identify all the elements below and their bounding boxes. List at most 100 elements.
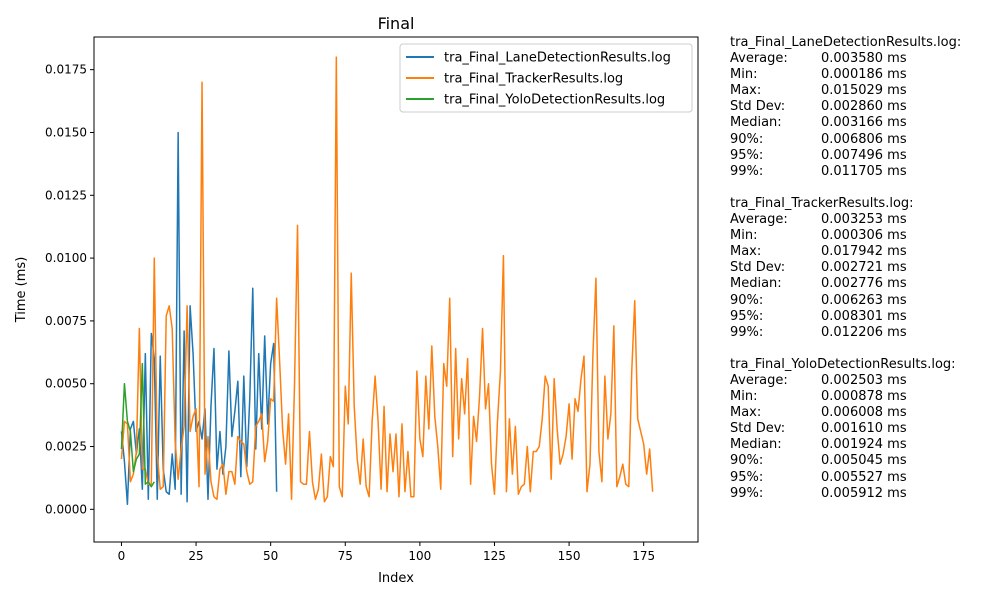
stats-header: tra_Final_TrackerResults.log: (730, 195, 914, 211)
x-tick-label: 25 (188, 549, 203, 563)
stat-label: Std Dev: (730, 421, 786, 437)
stats-block-tracker: tra_Final_TrackerResults.log: Average: 0.… (730, 196, 961, 341)
stat-label: Max: (730, 405, 762, 421)
stat-row: 90%: 0.005045 ms (730, 453, 961, 469)
stat-label: Min: (730, 67, 758, 83)
y-tick-label: 0.0075 (45, 314, 87, 328)
stat-label: Average: (730, 51, 788, 67)
stat-value: 0.008301 ms (821, 308, 907, 324)
x-tick-label: 125 (483, 549, 506, 563)
stat-value: 0.002860 ms (821, 99, 907, 115)
stat-value: 0.015029 ms (821, 83, 907, 99)
stat-value: 0.001924 ms (821, 437, 907, 453)
stat-row: Std Dev: 0.002721 ms (730, 260, 961, 276)
stat-row: Min: 0.000186 ms (730, 67, 961, 83)
stat-label: Median: (730, 276, 782, 292)
stat-row: Max: 0.017942 ms (730, 244, 961, 260)
y-tick-label: 0.0000 (45, 502, 87, 516)
stat-label: 95%: (730, 308, 764, 324)
legend-label: tra_Final_LaneDetectionResults.log (444, 51, 671, 66)
stat-label: 99%: (730, 324, 764, 340)
stat-value: 0.003580 ms (821, 51, 907, 67)
stat-row: 95%: 0.008301 ms (730, 309, 961, 325)
stat-value: 0.002503 ms (821, 372, 907, 388)
stat-value: 0.003166 ms (821, 115, 907, 131)
stat-row: Min: 0.000306 ms (730, 228, 961, 244)
y-tick-label: 0.0150 (45, 125, 87, 139)
y-tick-label: 0.0100 (45, 251, 87, 265)
stat-row: Median: 0.002776 ms (730, 276, 961, 292)
stat-row: 99%: 0.012206 ms (730, 325, 961, 341)
plot-frame (93, 36, 699, 543)
stat-row: 95%: 0.007496 ms (730, 148, 961, 164)
stat-label: 95%: (730, 147, 764, 163)
stat-value: 0.006008 ms (821, 405, 907, 421)
stat-value: 0.000186 ms (821, 67, 907, 83)
stat-label: Max: (730, 244, 762, 260)
stat-value: 0.003253 ms (821, 212, 907, 228)
legend-box (399, 43, 693, 113)
x-tick-label: 100 (408, 549, 431, 563)
stat-label: Std Dev: (730, 260, 786, 276)
x-tick-label: 150 (558, 549, 581, 563)
stats-header: tra_Final_LaneDetectionResults.log: (730, 35, 962, 50)
x-tick-label: 75 (338, 549, 353, 563)
stat-value: 0.011705 ms (821, 163, 907, 179)
stat-row: Median: 0.001924 ms (730, 437, 961, 453)
stat-label: 99%: (730, 485, 764, 501)
stat-row: 95%: 0.005527 ms (730, 470, 961, 486)
stat-row: Std Dev: 0.001610 ms (730, 421, 961, 437)
stat-value: 0.006806 ms (821, 131, 907, 147)
chart-title: Final (378, 14, 415, 33)
y-tick-label: 0.0125 (45, 188, 87, 202)
stat-label: Average: (730, 212, 788, 228)
legend-label: tra_Final_YoloDetectionResults.log (444, 93, 665, 108)
stat-label: 90%: (730, 453, 764, 469)
series-lines (120, 56, 654, 506)
stat-value: 0.005045 ms (821, 453, 907, 469)
stat-label: Average: (730, 372, 788, 388)
stat-label: Min: (730, 228, 758, 244)
x-tick-label: 0 (118, 549, 126, 563)
stat-row: Average: 0.003253 ms (730, 212, 961, 228)
stat-value: 0.012206 ms (821, 324, 907, 340)
stat-label: 90%: (730, 131, 764, 147)
stat-value: 0.017942 ms (821, 244, 907, 260)
stats-block-lane: tra_Final_LaneDetectionResults.log: Aver… (730, 35, 961, 180)
stat-row: Max: 0.015029 ms (730, 83, 961, 99)
stats-block-yolo: tra_Final_YoloDetectionResults.log: Aver… (730, 357, 961, 502)
series-line-1 (120, 56, 654, 503)
legend: tra_Final_LaneDetectionResults.log tra_Fi… (399, 43, 693, 113)
stat-row: 99%: 0.011705 ms (730, 164, 961, 180)
stat-label: Min: (730, 389, 758, 405)
stat-value: 0.002776 ms (821, 276, 907, 292)
y-tick-label: 0.0050 (45, 377, 87, 391)
stat-label: 99%: (730, 163, 764, 179)
stat-row: 90%: 0.006263 ms (730, 293, 961, 309)
stat-value: 0.000306 ms (821, 228, 907, 244)
stat-row: Average: 0.002503 ms (730, 373, 961, 389)
legend-label: tra_Final_TrackerResults.log (444, 72, 623, 87)
stat-value: 0.007496 ms (821, 147, 907, 163)
y-axis-ticks: 0.0000 0.0025 0.0050 0.0075 0.0100 0.0125 0.01… (45, 63, 94, 516)
stat-label: 90%: (730, 292, 764, 308)
stat-value: 0.000878 ms (821, 389, 907, 405)
stat-label: Median: (730, 115, 782, 131)
x-tick-label: 50 (263, 549, 278, 563)
stat-value: 0.002721 ms (821, 260, 907, 276)
stat-value: 0.006263 ms (821, 292, 907, 308)
stat-row: Std Dev: 0.002860 ms (730, 99, 961, 115)
stat-row: 90%: 0.006806 ms (730, 132, 961, 148)
stat-value: 0.005912 ms (821, 485, 907, 501)
y-tick-label: 0.0025 (45, 440, 87, 454)
x-axis-ticks: 0 25 50 75 100 125 150 175 (118, 542, 655, 563)
x-tick-label: 175 (632, 549, 655, 563)
stat-row: Max: 0.006008 ms (730, 405, 961, 421)
stat-value: 0.005527 ms (821, 469, 907, 485)
stat-label: Median: (730, 437, 782, 453)
stats-header: tra_Final_YoloDetectionResults.log: (730, 356, 956, 372)
stat-row: Average: 0.003580 ms (730, 51, 961, 67)
stat-label: Max: (730, 83, 762, 99)
x-axis-label: Index (378, 571, 414, 586)
